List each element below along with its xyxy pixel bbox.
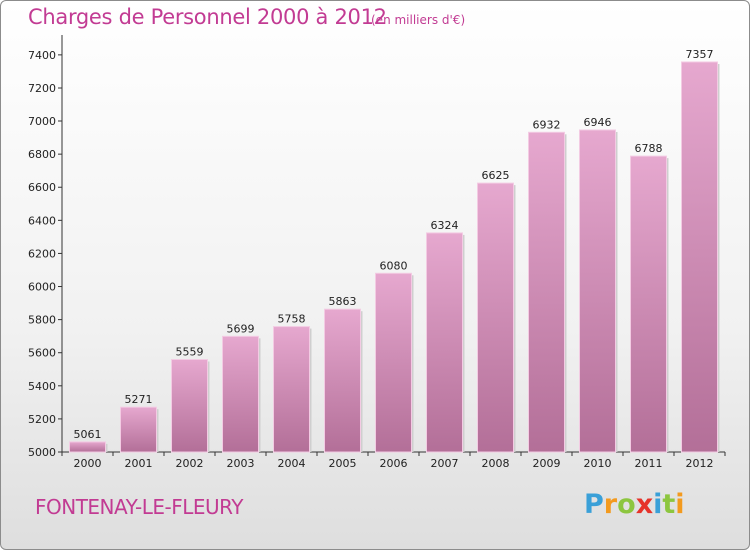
x-tick-label: 2012 (686, 457, 714, 470)
x-tick-label: 2004 (278, 457, 306, 470)
y-tick-label: 7000 (28, 115, 56, 128)
y-tick-label: 6800 (28, 148, 56, 161)
value-label: 6625 (482, 169, 510, 182)
y-tick-label: 6000 (28, 281, 56, 294)
y-tick-label: 7400 (28, 49, 56, 62)
proxiti-logo[interactable]: Proxiti (584, 489, 685, 520)
logo-letter: i (675, 489, 685, 520)
labels: 2000 5061 2001 5271 2002 5559 2003 5699 2004 5758… (74, 48, 714, 470)
bars (69, 61, 720, 453)
y-tick-label: 5800 (28, 314, 56, 327)
y-tick-label: 7200 (28, 82, 56, 95)
x-tick-label: 2009 (533, 457, 561, 470)
x-tick-label: 2003 (227, 457, 255, 470)
bar-2000 (69, 441, 106, 453)
bar-2004 (273, 326, 310, 453)
x-tick-label: 2008 (482, 457, 510, 470)
value-label: 6932 (533, 118, 561, 131)
logo-letter: t (662, 489, 676, 520)
axes: 5000 5200 5400 5600 5800 6000 6200 6400 6600 6800… (28, 35, 726, 459)
x-tick-label: 2000 (74, 457, 102, 470)
bar-2006 (375, 272, 412, 453)
bar-2002 (171, 358, 208, 453)
value-label: 6788 (635, 142, 663, 155)
chart-subtitle: (en milliers d'€) (371, 13, 466, 27)
x-tick-label: 2006 (380, 457, 408, 470)
bar-2011 (630, 155, 667, 453)
bar-2003 (222, 335, 259, 453)
chart-title: Charges de Personnel 2000 à 2012 (28, 5, 387, 29)
bar-2009 (528, 131, 565, 453)
value-label: 6080 (380, 259, 408, 272)
x-tick-label: 2002 (176, 457, 204, 470)
y-tick-label: 5000 (28, 446, 56, 459)
y-tick-label: 5400 (28, 380, 56, 393)
y-tick-label: 5200 (28, 413, 56, 426)
y-tick-label: 6400 (28, 214, 56, 227)
bar-2010 (579, 129, 616, 453)
x-tick-label: 2011 (635, 457, 663, 470)
value-label: 5863 (329, 295, 357, 308)
value-label: 7357 (686, 48, 714, 61)
logo-letter: x (635, 489, 654, 520)
y-tick-label: 6200 (28, 247, 56, 260)
x-tick-label: 2007 (431, 457, 459, 470)
logo-letter: P (584, 489, 604, 520)
town-name: FONTENAY-LE-FLEURY (35, 495, 243, 519)
x-tick-label: 2005 (329, 457, 357, 470)
y-tick-label: 5600 (28, 347, 56, 360)
bar-2005 (324, 308, 361, 453)
value-label: 5271 (125, 393, 153, 406)
x-tick-label: 2010 (584, 457, 612, 470)
value-label: 6946 (584, 116, 612, 129)
value-label: 5758 (278, 313, 306, 326)
y-tick-label: 6600 (28, 181, 56, 194)
logo-letter: i (653, 489, 663, 520)
logo-letter: r (603, 489, 618, 520)
value-label: 5559 (176, 345, 204, 358)
x-tick-label: 2001 (125, 457, 153, 470)
bar-2007 (426, 232, 463, 453)
value-label: 5061 (74, 428, 102, 441)
bar-2001 (120, 406, 157, 453)
bar-2008 (477, 182, 514, 453)
bar-2012 (681, 61, 718, 453)
value-label: 5699 (227, 322, 255, 335)
logo-letter: o (617, 489, 636, 520)
value-label: 6324 (431, 219, 459, 232)
